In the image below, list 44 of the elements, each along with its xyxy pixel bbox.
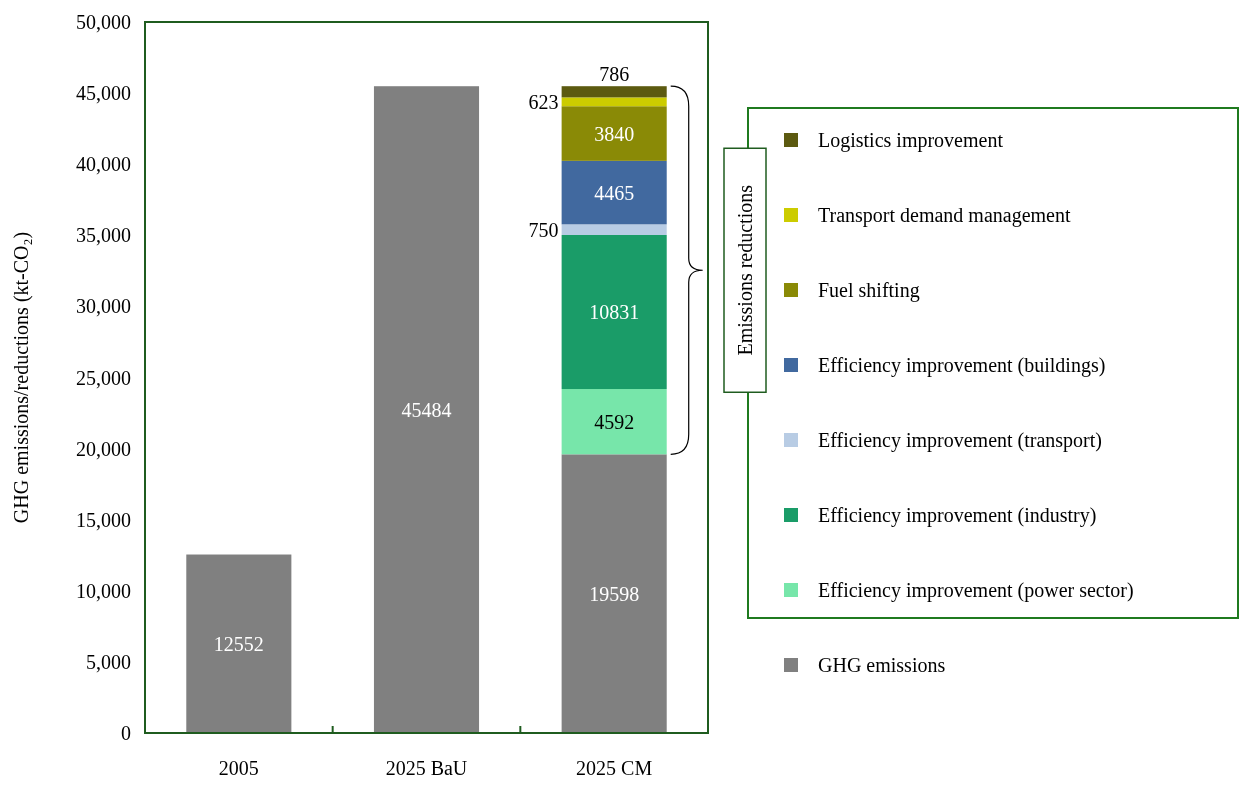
- x-tick-label: 2025 CM: [576, 757, 653, 779]
- y-tick-label: 50,000: [76, 11, 131, 33]
- bar: [561, 389, 667, 455]
- data-label: 4465: [594, 181, 635, 204]
- bar: [373, 86, 480, 733]
- data-label: 4592: [594, 410, 635, 433]
- y-tick-label: 45,000: [76, 82, 131, 105]
- text: Emissions reductions: [734, 184, 756, 356]
- y-axis-title: GHG emissions/reductions (kt-CO₂): [10, 231, 33, 524]
- bar: [561, 224, 667, 235]
- legend-label: Efficiency improvement (power sector): [818, 579, 1134, 602]
- legend-label: Efficiency improvement (transport): [818, 429, 1102, 452]
- y-tick-label: 0: [121, 722, 131, 744]
- bar: [561, 97, 667, 107]
- x-tick-label: 2005: [218, 757, 259, 779]
- bar: [561, 160, 667, 225]
- data-label: 623: [528, 90, 559, 113]
- bar: [561, 86, 667, 98]
- y-tick-label: 10,000: [76, 579, 131, 602]
- legend-label: Efficiency improvement (industry): [818, 504, 1097, 527]
- data-label: 750: [528, 218, 559, 241]
- y-tick-label: 15,000: [76, 508, 131, 531]
- bar: [561, 454, 667, 733]
- y-tick-label: 35,000: [76, 224, 131, 247]
- data-label: 45484: [401, 398, 452, 421]
- data-label: 786: [599, 63, 630, 86]
- legend-label: Efficiency improvement (buildings): [818, 354, 1106, 377]
- bar: [561, 235, 667, 390]
- data-label: 3840: [594, 122, 635, 145]
- legend-label: GHG emissions: [818, 654, 946, 676]
- data-label: 10831: [589, 301, 640, 324]
- y-tick-label: 30,000: [76, 295, 131, 318]
- y-tick-label: 20,000: [76, 437, 131, 460]
- bar: [186, 554, 292, 733]
- legend-label: Logistics improvement: [818, 129, 1004, 152]
- y-tick-label: 5,000: [86, 650, 131, 673]
- x-tick-label: 2025 BaU: [385, 757, 468, 779]
- data-label: 19598: [589, 582, 640, 605]
- bar: [561, 106, 667, 161]
- legend-label: Transport demand management: [818, 204, 1071, 227]
- data-label: 12552: [213, 632, 264, 655]
- legend-label: Fuel shifting: [818, 279, 920, 302]
- y-tick-label: 25,000: [76, 366, 131, 389]
- y-tick-label: 40,000: [76, 153, 131, 176]
